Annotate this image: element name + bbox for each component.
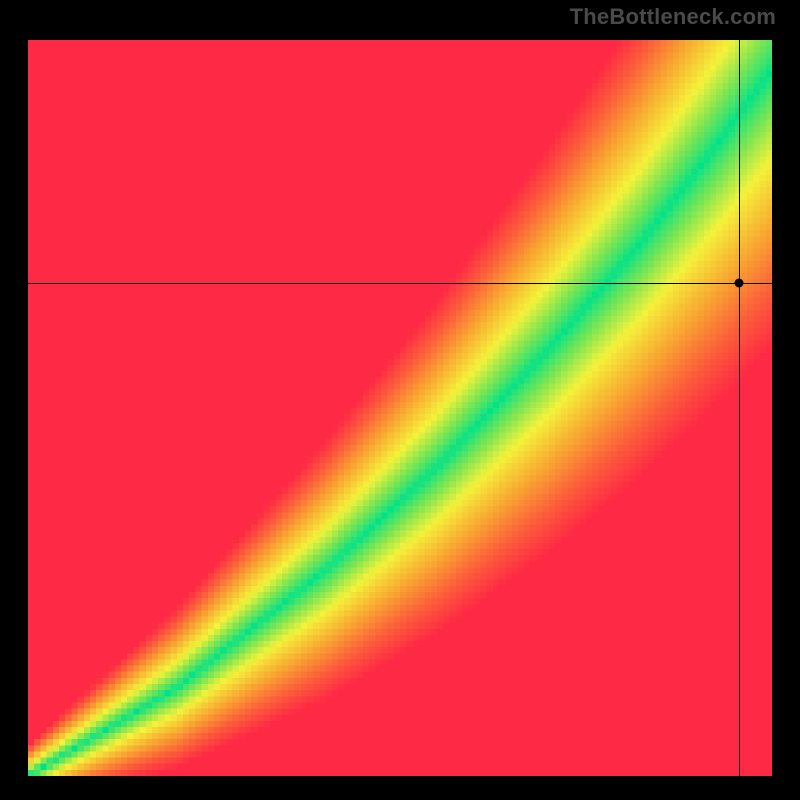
crosshair-vertical	[739, 40, 740, 776]
plot-outer-frame	[16, 28, 784, 788]
plot-area	[28, 40, 772, 776]
heatmap-canvas	[28, 40, 772, 776]
crosshair-horizontal	[28, 283, 772, 284]
marker-dot	[734, 278, 743, 287]
watermark-text: TheBottleneck.com	[570, 4, 776, 30]
